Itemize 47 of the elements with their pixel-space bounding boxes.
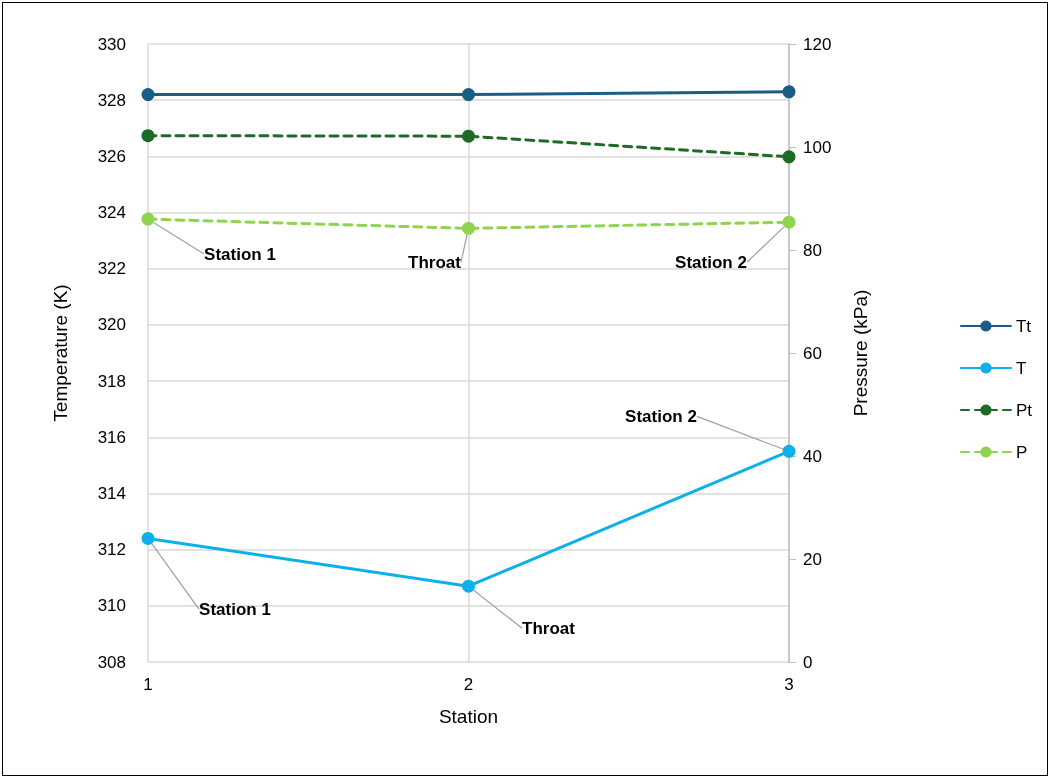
x-tick-label: 1 [143,675,153,694]
y2-tick-label: 40 [803,446,822,466]
y2-tick-label: 0 [803,652,813,672]
y-tick-label: 312 [97,540,126,560]
x-tick-label: 3 [784,675,794,694]
y-tick-label: 328 [97,90,126,110]
y2-tick-label: 120 [803,34,832,54]
y-tick-label: 308 [97,652,126,672]
y-tick-label: 316 [97,427,126,447]
point [462,129,475,143]
point [141,88,155,102]
point [462,88,475,102]
y-tick-label: 314 [97,483,126,503]
y-tick-label: 320 [97,315,126,335]
x-tick-label: 2 [463,675,474,694]
legend-label: P [1015,442,1028,462]
point [141,212,155,226]
point [782,85,796,99]
y-tick-label: 324 [97,203,126,223]
y-axis-title: Temperature (K) [50,284,71,422]
legend-label: T [1015,358,1027,378]
y2-tick-label: 80 [803,240,822,260]
annotation: Station 1 [199,599,271,619]
point [462,221,475,235]
annotation: Throat [408,252,462,272]
legend-label: Tt [1015,316,1032,336]
point [141,129,155,143]
point [782,150,796,164]
y2-tick-label: 20 [803,549,822,569]
y2-tick-label: 100 [803,137,832,157]
y2-axis-title: Pressure (kPa) [850,289,871,417]
x-axis-title: Station [438,706,499,727]
y-tick-label: 322 [97,259,126,279]
annotation: Station 2 [625,406,697,426]
point [782,215,796,229]
y-tick-label: 310 [97,596,126,616]
legend-label: Pt [1015,400,1033,420]
annotation: Throat [522,618,576,638]
point [462,579,475,593]
y2-tick-label: 60 [803,343,822,363]
point [141,531,155,545]
y-tick-label: 318 [97,371,126,391]
annotation: Station 2 [675,252,747,272]
point [782,444,796,458]
annotation: Station 1 [204,244,276,264]
y-tick-label: 326 [97,146,126,166]
y-tick-label: 330 [97,34,126,54]
